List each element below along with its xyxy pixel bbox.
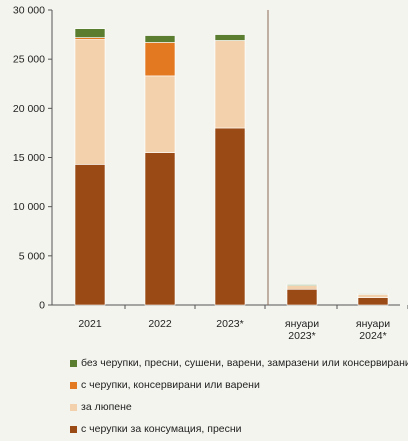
legend-swatch (70, 425, 77, 433)
bar-segment (214, 127, 246, 306)
x-tick-label: 2022 (148, 318, 172, 330)
bar-segment (74, 28, 106, 38)
bar-segment (74, 164, 106, 306)
bar-segment (144, 42, 176, 77)
bar-segment (74, 39, 106, 165)
bar-segment (357, 297, 389, 306)
y-tick-label: 5 000 (19, 250, 45, 262)
y-tick-label: 30 000 (13, 5, 45, 17)
x-tick-label: 2023* (216, 318, 243, 330)
x-tick-label: януари (285, 318, 319, 330)
bar-segment (286, 284, 318, 286)
bar-segment (357, 293, 389, 295)
bar-segment (214, 40, 246, 129)
x-tick-label: януари (356, 318, 390, 330)
legend: без черупки, пресни, сушени, варени, зам… (70, 352, 408, 440)
legend-label: с черупки за консумация, пресни (81, 423, 242, 435)
bar-segment (144, 152, 176, 306)
bar-segment (214, 34, 246, 41)
y-tick-label: 0 (39, 300, 45, 312)
bar-segment (144, 75, 176, 153)
legend-label: с черупки, консервирани или варени (81, 379, 260, 391)
x-tick-label: 2023* (288, 330, 315, 342)
legend-label: за люпене (81, 401, 132, 413)
legend-swatch (70, 403, 77, 411)
bar-segment (286, 288, 318, 306)
bar-segment (144, 35, 176, 43)
y-tick-label: 10 000 (13, 201, 45, 213)
y-tick-label: 20 000 (13, 103, 45, 115)
legend-item-hatching: за люпене (70, 396, 406, 418)
bar-segment (357, 294, 389, 298)
legend-item-fresh: с черупки за консумация, пресни (70, 418, 406, 440)
x-tick-label: 2024* (359, 330, 386, 342)
legend-swatch (70, 359, 77, 367)
legend-item-shell-free: без черупки, пресни, сушени, варени, зам… (70, 352, 408, 374)
y-tick-label: 25 000 (13, 54, 45, 66)
bar-segment (286, 285, 318, 290)
legend-item-preserved: с черупки, консервирани или варени (70, 374, 406, 396)
legend-swatch (70, 381, 77, 389)
y-tick-label: 15 000 (13, 152, 45, 164)
x-tick-label: 2021 (78, 318, 102, 330)
legend-label: без черупки, пресни, сушени, варени, зам… (81, 357, 408, 369)
